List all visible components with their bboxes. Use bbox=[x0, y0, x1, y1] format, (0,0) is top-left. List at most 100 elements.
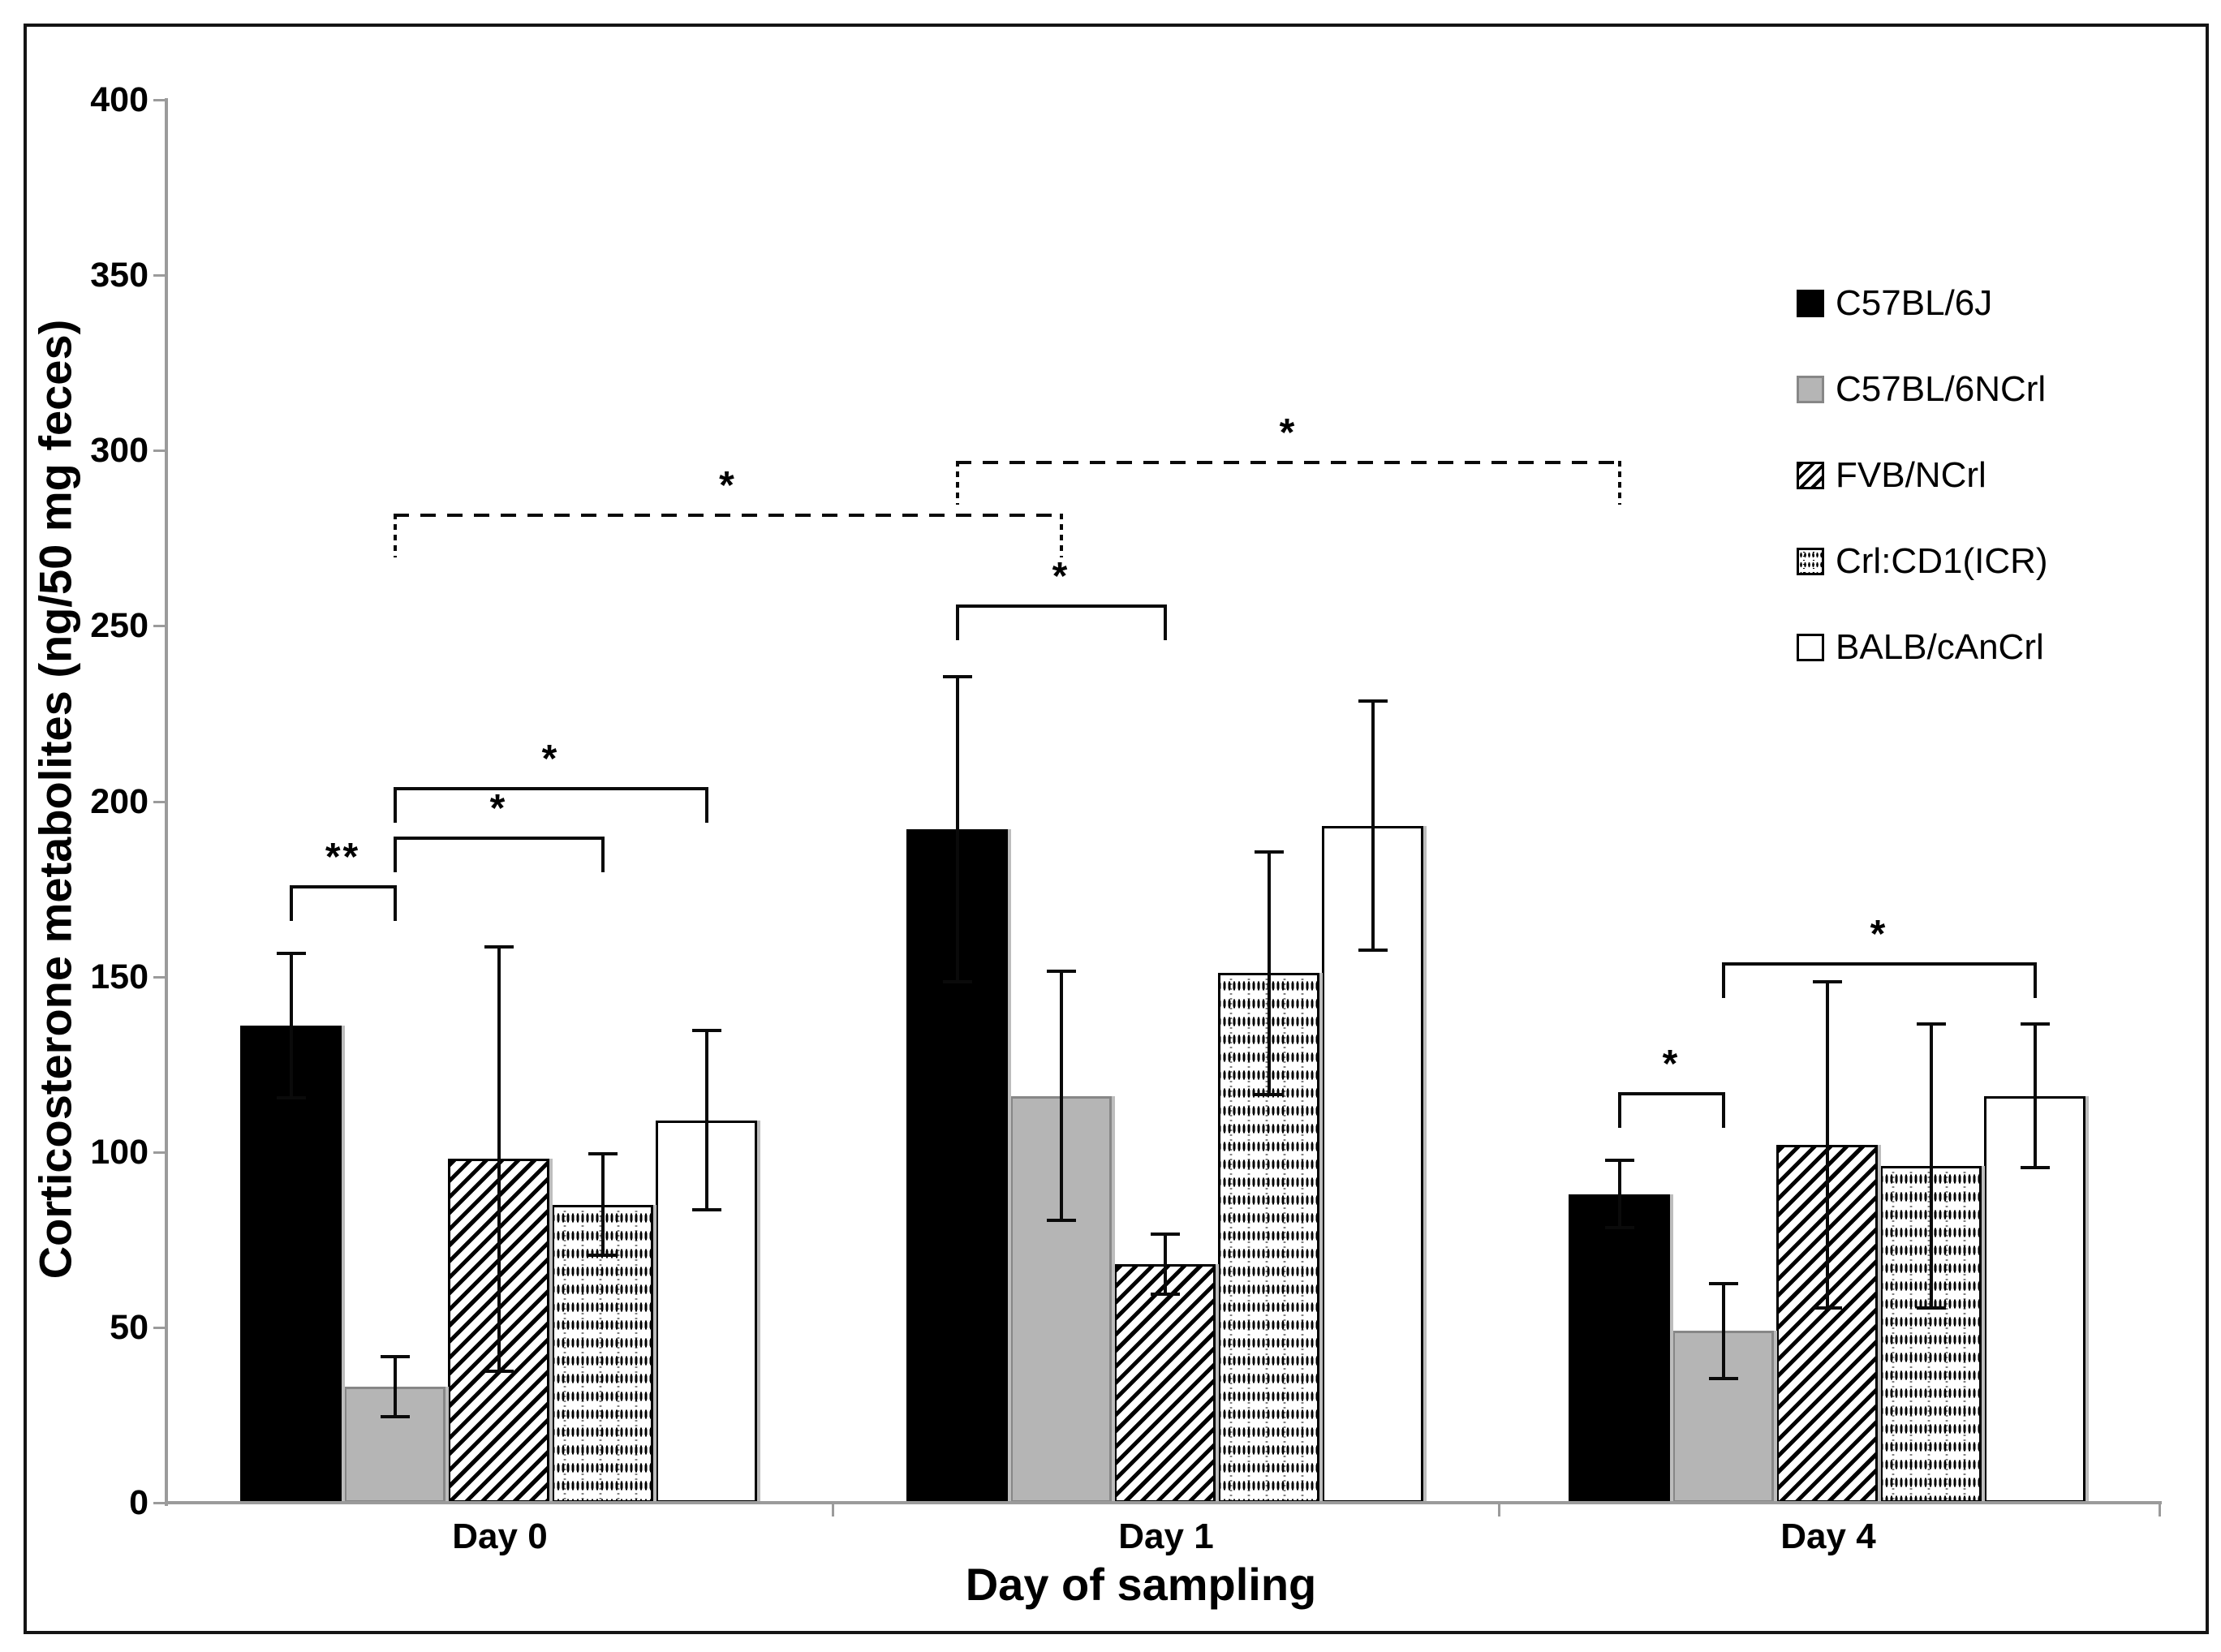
error-bar-cap-bottom bbox=[1254, 1092, 1284, 1096]
bar-fvb-ncrl-day-1 bbox=[1114, 1264, 1216, 1503]
error-bar bbox=[2020, 1022, 2050, 1170]
y-tick-label: 200 bbox=[90, 781, 148, 821]
significance-label: * bbox=[719, 464, 737, 508]
legend-label: C57BL/6NCrl bbox=[1836, 369, 2047, 409]
error-bar bbox=[1916, 1022, 1946, 1310]
significance-bracket: * bbox=[1721, 915, 2037, 1011]
error-bar-cap-top bbox=[942, 674, 972, 678]
error-bar-line bbox=[1371, 699, 1375, 953]
bracket-line bbox=[393, 836, 605, 840]
error-bar-cap-top bbox=[276, 952, 306, 956]
error-bar bbox=[1254, 850, 1284, 1096]
x-axis-line bbox=[165, 1501, 2162, 1504]
bracket-tick-right bbox=[704, 787, 708, 824]
error-bar-line bbox=[1721, 1281, 1725, 1380]
error-bar-cap-bottom bbox=[380, 1415, 410, 1419]
y-axis-tick bbox=[153, 99, 166, 101]
y-axis-tick bbox=[153, 274, 166, 277]
bracket-tick-right bbox=[393, 885, 397, 922]
legend-label: BALB/cAnCrl bbox=[1836, 627, 2044, 667]
y-axis-title-text: Corticosterone metabolites (ng/50 mg fec… bbox=[29, 319, 81, 1280]
error-bar-cap-top bbox=[691, 1029, 721, 1033]
error-bar-line bbox=[955, 674, 959, 984]
error-bar-cap-bottom bbox=[1708, 1376, 1738, 1380]
significance-bracket: * bbox=[955, 414, 1621, 510]
significance-label: ** bbox=[325, 836, 361, 880]
error-bar-line bbox=[1825, 979, 1829, 1310]
bar-crl-cd1-icr--day-1 bbox=[1218, 973, 1319, 1503]
bracket-tick-right bbox=[600, 836, 605, 872]
legend-swatch-dotted-grid bbox=[1797, 548, 1824, 575]
bracket-line bbox=[1617, 1092, 1725, 1096]
error-bar-line bbox=[497, 944, 501, 1374]
bracket-line bbox=[955, 604, 1167, 609]
figure-border bbox=[24, 24, 2209, 1634]
bar-c57bl-6j-day-0 bbox=[240, 1026, 342, 1503]
error-bar-cap-top bbox=[1708, 1281, 1738, 1285]
significance-label: * bbox=[489, 786, 508, 830]
bracket-line bbox=[955, 461, 1621, 465]
bracket-tick-left bbox=[955, 461, 959, 505]
significance-label: * bbox=[1662, 1043, 1681, 1086]
significance-label: * bbox=[1870, 913, 1888, 957]
legend-swatch-solid-gray bbox=[1797, 376, 1824, 403]
error-bar-cap-bottom bbox=[1358, 949, 1388, 953]
legend-item-crl-cd1-icr-: Crl:CD1(ICR) bbox=[1797, 544, 2048, 579]
error-bar-line bbox=[2033, 1022, 2037, 1170]
error-bar-cap-top bbox=[1358, 699, 1388, 703]
significance-label: * bbox=[1279, 411, 1298, 455]
x-axis-tick bbox=[832, 1503, 834, 1516]
error-bar-cap-bottom bbox=[1812, 1306, 1842, 1310]
error-bar-cap-bottom bbox=[1046, 1219, 1076, 1223]
y-tick-label: 250 bbox=[90, 606, 148, 646]
y-axis-tick bbox=[153, 1151, 166, 1154]
legend-item-balb-cancrl: BALB/cAnCrl bbox=[1797, 630, 2044, 665]
bracket-tick-left bbox=[955, 604, 959, 641]
y-tick-label: 0 bbox=[129, 1483, 148, 1522]
error-bar-cap-top bbox=[1604, 1159, 1634, 1163]
bracket-tick-left bbox=[1721, 962, 1725, 999]
error-bar-cap-top bbox=[588, 1151, 618, 1155]
error-bar-line bbox=[600, 1151, 605, 1258]
y-tick-label: 100 bbox=[90, 1132, 148, 1172]
error-bar-cap-top bbox=[2020, 1022, 2050, 1026]
y-axis-tick bbox=[153, 625, 166, 628]
error-bar-cap-bottom bbox=[588, 1254, 618, 1258]
error-bar bbox=[1046, 969, 1076, 1223]
bracket-tick-left bbox=[393, 514, 397, 558]
error-bar-cap-bottom bbox=[691, 1208, 721, 1212]
y-axis-tick bbox=[153, 975, 166, 979]
legend-item-c57bl-6j: C57BL/6J bbox=[1797, 286, 1992, 321]
error-bar bbox=[942, 674, 972, 984]
bracket-line bbox=[393, 787, 708, 791]
error-bar-cap-top bbox=[1046, 969, 1076, 973]
y-tick-label: 50 bbox=[110, 1307, 148, 1347]
y-axis-line bbox=[165, 98, 168, 1506]
significance-bracket: * bbox=[393, 740, 708, 836]
legend-item-c57bl-6ncrl: C57BL/6NCrl bbox=[1797, 372, 2046, 407]
error-bar-cap-bottom bbox=[942, 980, 972, 984]
y-axis-tick bbox=[153, 800, 166, 803]
error-bar bbox=[276, 952, 306, 1099]
y-axis-tick bbox=[153, 1326, 166, 1329]
error-bar-cap-top bbox=[484, 944, 514, 949]
error-bar-line bbox=[289, 952, 293, 1099]
category-label: Day 0 bbox=[452, 1516, 548, 1556]
error-bar-cap-bottom bbox=[2020, 1166, 2050, 1170]
error-bar bbox=[1358, 699, 1388, 953]
error-bar bbox=[1812, 979, 1842, 1310]
category-label: Day 1 bbox=[1118, 1516, 1214, 1556]
legend-label: C57BL/6J bbox=[1836, 283, 1993, 323]
bracket-tick-right bbox=[1617, 461, 1621, 505]
significance-bracket: * bbox=[955, 557, 1167, 653]
bracket-tick-left bbox=[1617, 1092, 1621, 1129]
error-bar-cap-bottom bbox=[484, 1370, 514, 1374]
y-tick-label: 350 bbox=[90, 256, 148, 295]
significance-label: * bbox=[1052, 555, 1070, 599]
bracket-tick-left bbox=[393, 787, 397, 824]
bracket-tick-right bbox=[1721, 1092, 1725, 1129]
error-bar-cap-top bbox=[1254, 850, 1284, 854]
legend-item-fvb-ncrl: FVB/NCrl bbox=[1797, 458, 1986, 493]
significance-bracket: ** bbox=[289, 838, 397, 934]
